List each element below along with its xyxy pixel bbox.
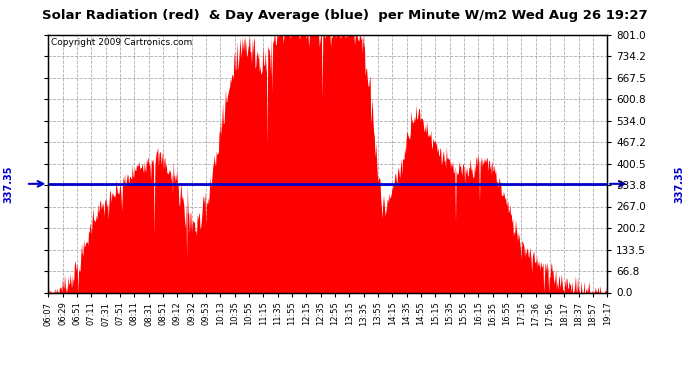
Text: Copyright 2009 Cartronics.com: Copyright 2009 Cartronics.com (51, 38, 193, 47)
Text: Solar Radiation (red)  & Day Average (blue)  per Minute W/m2 Wed Aug 26 19:27: Solar Radiation (red) & Day Average (blu… (42, 9, 648, 22)
Text: 337.35: 337.35 (3, 165, 13, 202)
Text: 337.35: 337.35 (675, 165, 684, 202)
